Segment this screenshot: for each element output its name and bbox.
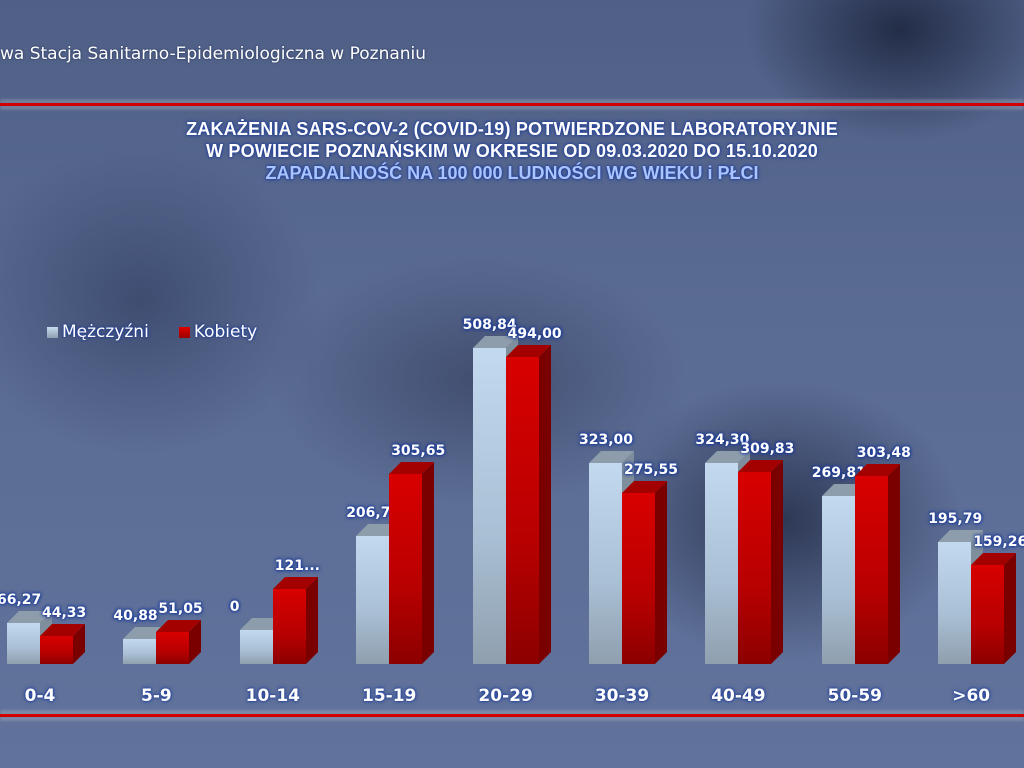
bar-men (821, 484, 867, 664)
bar-women (272, 576, 318, 664)
value-label-men: 508,84 (462, 317, 517, 333)
value-label-women: 305,65 (391, 443, 446, 460)
legend: Mężczyźni Kobiety (47, 322, 257, 342)
category-label: 0-4 (24, 686, 56, 706)
bar-front-face (123, 638, 157, 664)
bar-front-face (389, 474, 423, 664)
chart-title-line-2: W POWIECIE POZNAŃSKIM W OKRESIE OD 09.03… (206, 141, 818, 161)
value-label-men: 269,81 (811, 465, 866, 482)
bar-men (589, 451, 634, 664)
category-label: 20-29 (478, 686, 533, 706)
bar-front-face (971, 565, 1005, 664)
bar-front-face (705, 462, 739, 664)
bar-women (389, 462, 435, 664)
category-label: 30-39 (594, 686, 650, 706)
bar-women (505, 345, 551, 664)
value-label-men: 323,00 (579, 432, 634, 449)
bar-women (156, 620, 202, 664)
top-red-rule (0, 103, 1024, 106)
chart-subtitle: ZAPADALNOŚĆ NA 100 000 LUDNOŚCI WG WIEKU… (265, 163, 759, 183)
bar-side-face (655, 480, 667, 664)
category-label: 5-9 (141, 686, 172, 706)
bar-women (738, 459, 784, 664)
bar-side-face (887, 463, 900, 664)
value-label-women: 309,83 (740, 440, 795, 457)
bar-side-face (422, 462, 435, 664)
chart-title-line-1: ZAKAŻENIA SARS-COV-2 (COVID-19) POTWIERD… (186, 119, 838, 139)
legend-swatch-men-icon (47, 326, 58, 338)
bar-women (40, 624, 85, 664)
value-label-men: 324,30 (695, 431, 750, 448)
legend-item-women: Kobiety (178, 322, 258, 342)
bar-side-face (1004, 553, 1017, 664)
bar-women (622, 480, 667, 664)
bar-front-face (272, 588, 306, 664)
value-label-women: 159,26 (973, 534, 1024, 551)
bar-men (123, 626, 169, 664)
bar-men (7, 610, 52, 664)
bar-front-face (7, 622, 40, 664)
legend-label-women: Kobiety (193, 322, 258, 342)
value-label-women: 494,00 (507, 326, 562, 343)
legend-item-men: Mężczyźni (47, 322, 149, 342)
bar-front-face (472, 348, 506, 664)
category-label: 15-19 (362, 686, 417, 706)
chart-titles: ZAKAŻENIA SARS-COV-2 (COVID-19) POTWIERD… (0, 118, 1024, 184)
bar-men (356, 523, 402, 664)
bar-front-face (589, 463, 622, 664)
bar-men (938, 530, 984, 664)
bar-front-face (239, 630, 273, 664)
bar-front-face (356, 535, 390, 664)
bar-men (705, 450, 751, 664)
legend-label-men: Mężczyźni (62, 322, 149, 342)
bar-front-face (938, 542, 972, 664)
value-label-women: 303,48 (856, 444, 911, 461)
value-label-men: 66,27 (0, 591, 42, 608)
bar-front-face (622, 492, 655, 664)
value-label-women: 275,55 (624, 461, 679, 478)
value-label-women: 121... (274, 557, 320, 574)
category-label: 50-59 (827, 686, 882, 706)
category-label: 10-14 (245, 686, 300, 706)
bar-front-face (156, 632, 190, 664)
bar-women (854, 463, 900, 664)
bar-men (472, 336, 518, 664)
bottom-red-rule (0, 714, 1024, 717)
value-label-women: 44,33 (42, 605, 87, 622)
bar-front-face (854, 475, 888, 664)
bar-side-face (538, 345, 551, 664)
bar-front-face (738, 471, 772, 664)
organization-name: wa Stacja Sanitarno-Epidemiologiczna w P… (0, 44, 427, 64)
category-label: >60 (952, 686, 991, 706)
value-label-men: 195,79 (928, 511, 983, 528)
bar-front-face (821, 496, 855, 664)
value-label-women: 51,05 (158, 601, 203, 618)
category-label: 40-49 (711, 686, 766, 706)
legend-swatch-women-icon (178, 326, 190, 338)
value-label-men: 206,73 (346, 504, 401, 521)
value-label-men: 40,88 (113, 607, 158, 624)
bar-side-face (771, 459, 784, 664)
bar-side-face (305, 576, 318, 664)
value-label-men: 0 (229, 599, 240, 615)
bar-front-face (505, 357, 539, 664)
bar-front-face (40, 636, 73, 664)
bar-men (239, 618, 285, 664)
bar-women (971, 553, 1017, 664)
